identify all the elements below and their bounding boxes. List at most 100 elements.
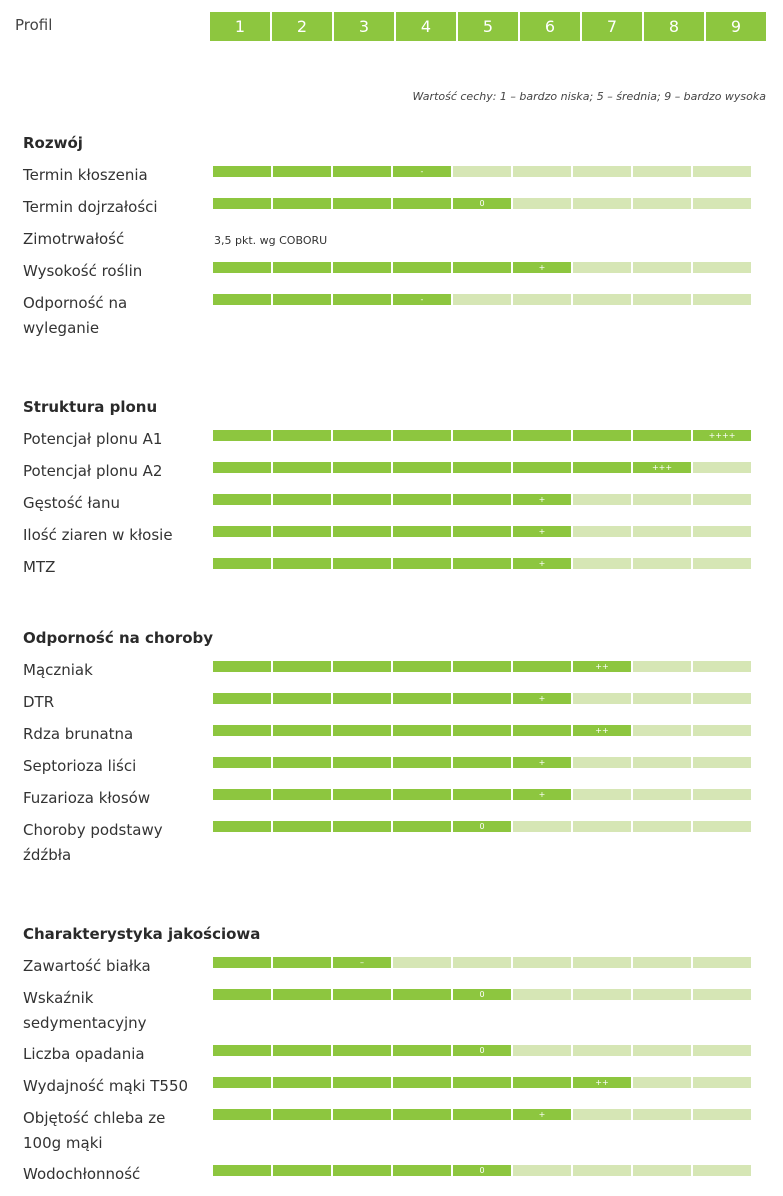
- bar-segment-empty: [693, 166, 751, 177]
- bar-segment-filled: [393, 1077, 451, 1088]
- bar-segment-filled: [393, 526, 451, 537]
- trait-bar: +: [213, 757, 751, 768]
- bar-segment-filled: [453, 462, 511, 473]
- bar-segment-empty: [633, 989, 691, 1000]
- bar-segment-filled: [453, 430, 511, 441]
- profil-label: Profil: [15, 16, 53, 34]
- bar-segment-filled: [333, 262, 391, 273]
- bar-segment-empty: [693, 558, 751, 569]
- bar-segment-empty: [633, 757, 691, 768]
- trait-bar: ++: [213, 1077, 751, 1088]
- scale-cell-4: 4: [396, 12, 456, 41]
- bar-segment-filled: [453, 757, 511, 768]
- bar-segment-empty: [573, 262, 631, 273]
- bar-segment-filled: [213, 957, 271, 968]
- bar-segment-empty: [573, 294, 631, 305]
- bar-segment-empty: [393, 957, 451, 968]
- bar-segment-filled: [273, 198, 331, 209]
- bar-segment-filled: [333, 1045, 391, 1056]
- bar-segment-filled: [273, 166, 331, 177]
- bar-segment-filled: [213, 989, 271, 1000]
- trait-label: Ilość ziaren w kłosie: [23, 526, 173, 544]
- trait-bar: +: [213, 693, 751, 704]
- trait-label: Zimotrwałość: [23, 230, 125, 248]
- trait-label: Wydajność mąki T550: [23, 1077, 189, 1095]
- bar-segment-filled: [333, 789, 391, 800]
- bar-segment-empty: [573, 1165, 631, 1176]
- bar-segment-filled: [333, 989, 391, 1000]
- bar-segment-empty: [633, 661, 691, 672]
- bar-segment-empty: [573, 821, 631, 832]
- trait-bar: +: [213, 789, 751, 800]
- bar-segment-empty: [693, 494, 751, 505]
- bar-segment-filled: [513, 1077, 571, 1088]
- bar-segment-empty: [693, 661, 751, 672]
- trait-label: Fuzarioza kłosów: [23, 789, 151, 807]
- bar-segment-empty: [633, 957, 691, 968]
- bar-segment-filled: [213, 430, 271, 441]
- bar-segment-filled: [393, 1045, 451, 1056]
- bar-segment-filled: [333, 558, 391, 569]
- bar-segment-empty: [633, 1165, 691, 1176]
- bar-segment-empty: [633, 294, 691, 305]
- bar-segment-empty: [693, 1077, 751, 1088]
- bar-segment-filled: [393, 821, 451, 832]
- bar-segment-empty: [633, 789, 691, 800]
- bar-segment-empty: [573, 789, 631, 800]
- trait-label: Septorioza liści: [23, 757, 137, 775]
- trait-bar: 0: [213, 1045, 751, 1056]
- bar-segment-empty: [693, 462, 751, 473]
- bar-segment-empty: [573, 494, 631, 505]
- bar-segment-filled: [333, 693, 391, 704]
- bar-segment-filled: [333, 494, 391, 505]
- scale-cell-6: 6: [520, 12, 580, 41]
- trait-bar: ++++: [213, 430, 751, 441]
- bar-segment-filled: [333, 430, 391, 441]
- trait-value-mark: -: [393, 294, 451, 305]
- trait-value-mark: +: [513, 494, 571, 505]
- bar-segment-filled: [393, 693, 451, 704]
- trait-bar: +: [213, 262, 751, 273]
- trait-label: Termin dojrzałości: [23, 198, 158, 216]
- bar-segment-filled: [453, 262, 511, 273]
- bar-segment-filled: [273, 1165, 331, 1176]
- bar-segment-filled: [213, 757, 271, 768]
- bar-segment-filled: [213, 558, 271, 569]
- bar-segment-filled: [633, 430, 691, 441]
- bar-segment-empty: [513, 1045, 571, 1056]
- bar-segment-empty: [573, 558, 631, 569]
- bar-segment-filled: [273, 462, 331, 473]
- bar-segment-empty: [573, 957, 631, 968]
- scale-cell-8: 8: [644, 12, 704, 41]
- scale-cell-9: 9: [706, 12, 766, 41]
- trait-label: DTR: [23, 693, 55, 711]
- bar-segment-filled: [393, 1109, 451, 1120]
- trait-label: Liczba opadania: [23, 1045, 145, 1063]
- trait-value-mark: +: [513, 789, 571, 800]
- bar-segment-filled: [453, 526, 511, 537]
- bar-segment-filled: [333, 1109, 391, 1120]
- trait-bar: 0: [213, 198, 751, 209]
- trait-label: Wskaźnik sedymentacyjny: [23, 989, 147, 1032]
- bar-segment-filled: [393, 198, 451, 209]
- bar-segment-filled: [453, 558, 511, 569]
- bar-segment-empty: [693, 1109, 751, 1120]
- bar-segment-empty: [693, 1165, 751, 1176]
- trait-bar: +: [213, 526, 751, 537]
- bar-segment-empty: [693, 725, 751, 736]
- trait-bar: ++: [213, 725, 751, 736]
- bar-segment-filled: [213, 1077, 271, 1088]
- section-title: Rozwój: [23, 134, 83, 152]
- bar-segment-empty: [693, 294, 751, 305]
- bar-segment-filled: [453, 494, 511, 505]
- bar-segment-filled: [213, 693, 271, 704]
- bar-segment-filled: [453, 789, 511, 800]
- bar-segment-filled: [273, 757, 331, 768]
- trait-value-mark: ++++: [693, 430, 751, 441]
- bar-segment-filled: [273, 262, 331, 273]
- bar-segment-filled: [213, 462, 271, 473]
- trait-bar: +: [213, 1109, 751, 1120]
- bar-segment-filled: [213, 198, 271, 209]
- bar-segment-filled: [213, 262, 271, 273]
- section-title: Odporność na choroby: [23, 629, 214, 647]
